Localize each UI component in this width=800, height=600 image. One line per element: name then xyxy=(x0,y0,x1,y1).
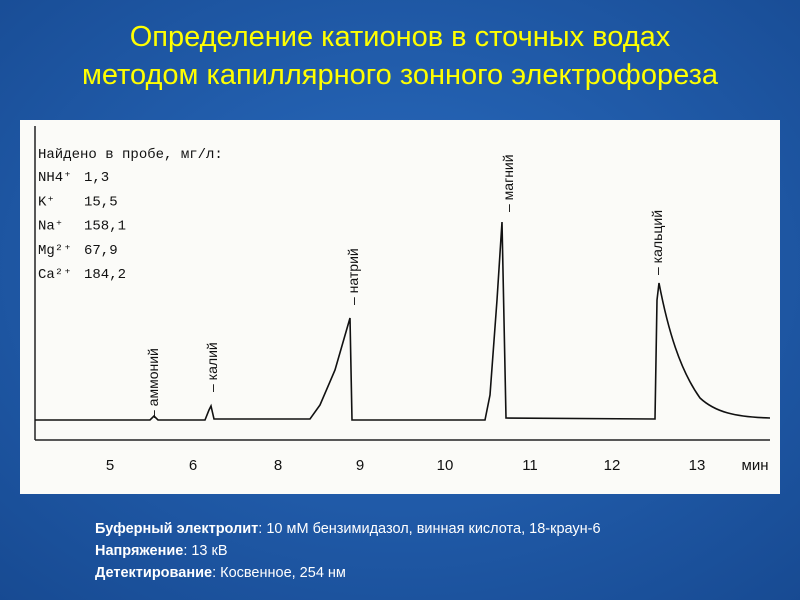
x-tick-label: 6 xyxy=(189,457,197,474)
title-line: методом капиллярного зонного электрофоре… xyxy=(82,59,719,91)
x-tick-label: 11 xyxy=(522,457,538,474)
x-tick-label: 13 xyxy=(689,457,706,474)
note: Детектирование: Косвенное, 254 нм xyxy=(95,565,346,581)
legend: NH4⁺ 1,3 K⁺ 15,5 Na⁺ 158,1 Mg²⁺ 67,9 Ca²⁺ 184,2 xyxy=(38,170,126,283)
x-unit: мин xyxy=(742,457,769,474)
note: Буферный электролит: 10 мМ бензимидазол,… xyxy=(95,521,601,537)
legend-value: 184,2 xyxy=(84,267,126,283)
peak-label: – аммоний xyxy=(145,348,161,418)
legend-ion: Ca²⁺ xyxy=(38,267,72,283)
legend-value: 158,1 xyxy=(84,219,126,235)
x-tick-label: 8 xyxy=(274,457,282,474)
peak-label: – натрий xyxy=(345,248,361,305)
notes: Буферный электролит: 10 мМ бензимидазол,… xyxy=(95,521,601,581)
legend-ion: Na⁺ xyxy=(38,219,63,235)
note-text: : 13 кВ xyxy=(183,543,227,559)
legend-heading: Найдено в пробе, мг/л: xyxy=(38,146,223,163)
note-label: Буферный электролит xyxy=(95,521,258,537)
peak-label: – кальций xyxy=(649,210,665,275)
peak-label: – калий xyxy=(204,342,220,392)
x-tick-label: 12 xyxy=(604,457,621,474)
figure-background xyxy=(20,120,780,494)
legend-ion: NH4⁺ xyxy=(38,170,72,186)
peak-labels: – аммоний – калий – натрий – магний – кальци… xyxy=(145,154,665,418)
legend-value: 67,9 xyxy=(84,243,118,259)
note: Напряжение: 13 кВ xyxy=(95,543,228,559)
figure: Найдено в пробе, мг/л: NH4⁺ 1,3 K⁺ 15,5 Na⁺ 1… xyxy=(20,120,780,494)
note-text: : Косвенное, 254 нм xyxy=(212,565,346,581)
legend-value: 1,3 xyxy=(84,170,109,186)
x-tick-label: 10 xyxy=(437,457,454,474)
x-tick-label: 9 xyxy=(356,457,364,474)
legend-ion: Mg²⁺ xyxy=(38,243,72,259)
legend-ion: K⁺ xyxy=(38,194,55,210)
note-label: Детектирование xyxy=(95,565,212,581)
peak-label: – магний xyxy=(500,154,516,212)
note-label: Напряжение xyxy=(95,543,183,559)
note-text: : 10 мМ бензимидазол, винная кислота, 18… xyxy=(258,521,600,537)
legend-value: 15,5 xyxy=(84,194,118,210)
x-ticks: 5 6 8 9 10 11 12 13 xyxy=(106,457,706,474)
title-line: Определение катионов в сточных водах xyxy=(130,21,671,53)
trace xyxy=(35,221,771,421)
x-tick-label: 5 xyxy=(106,457,114,474)
